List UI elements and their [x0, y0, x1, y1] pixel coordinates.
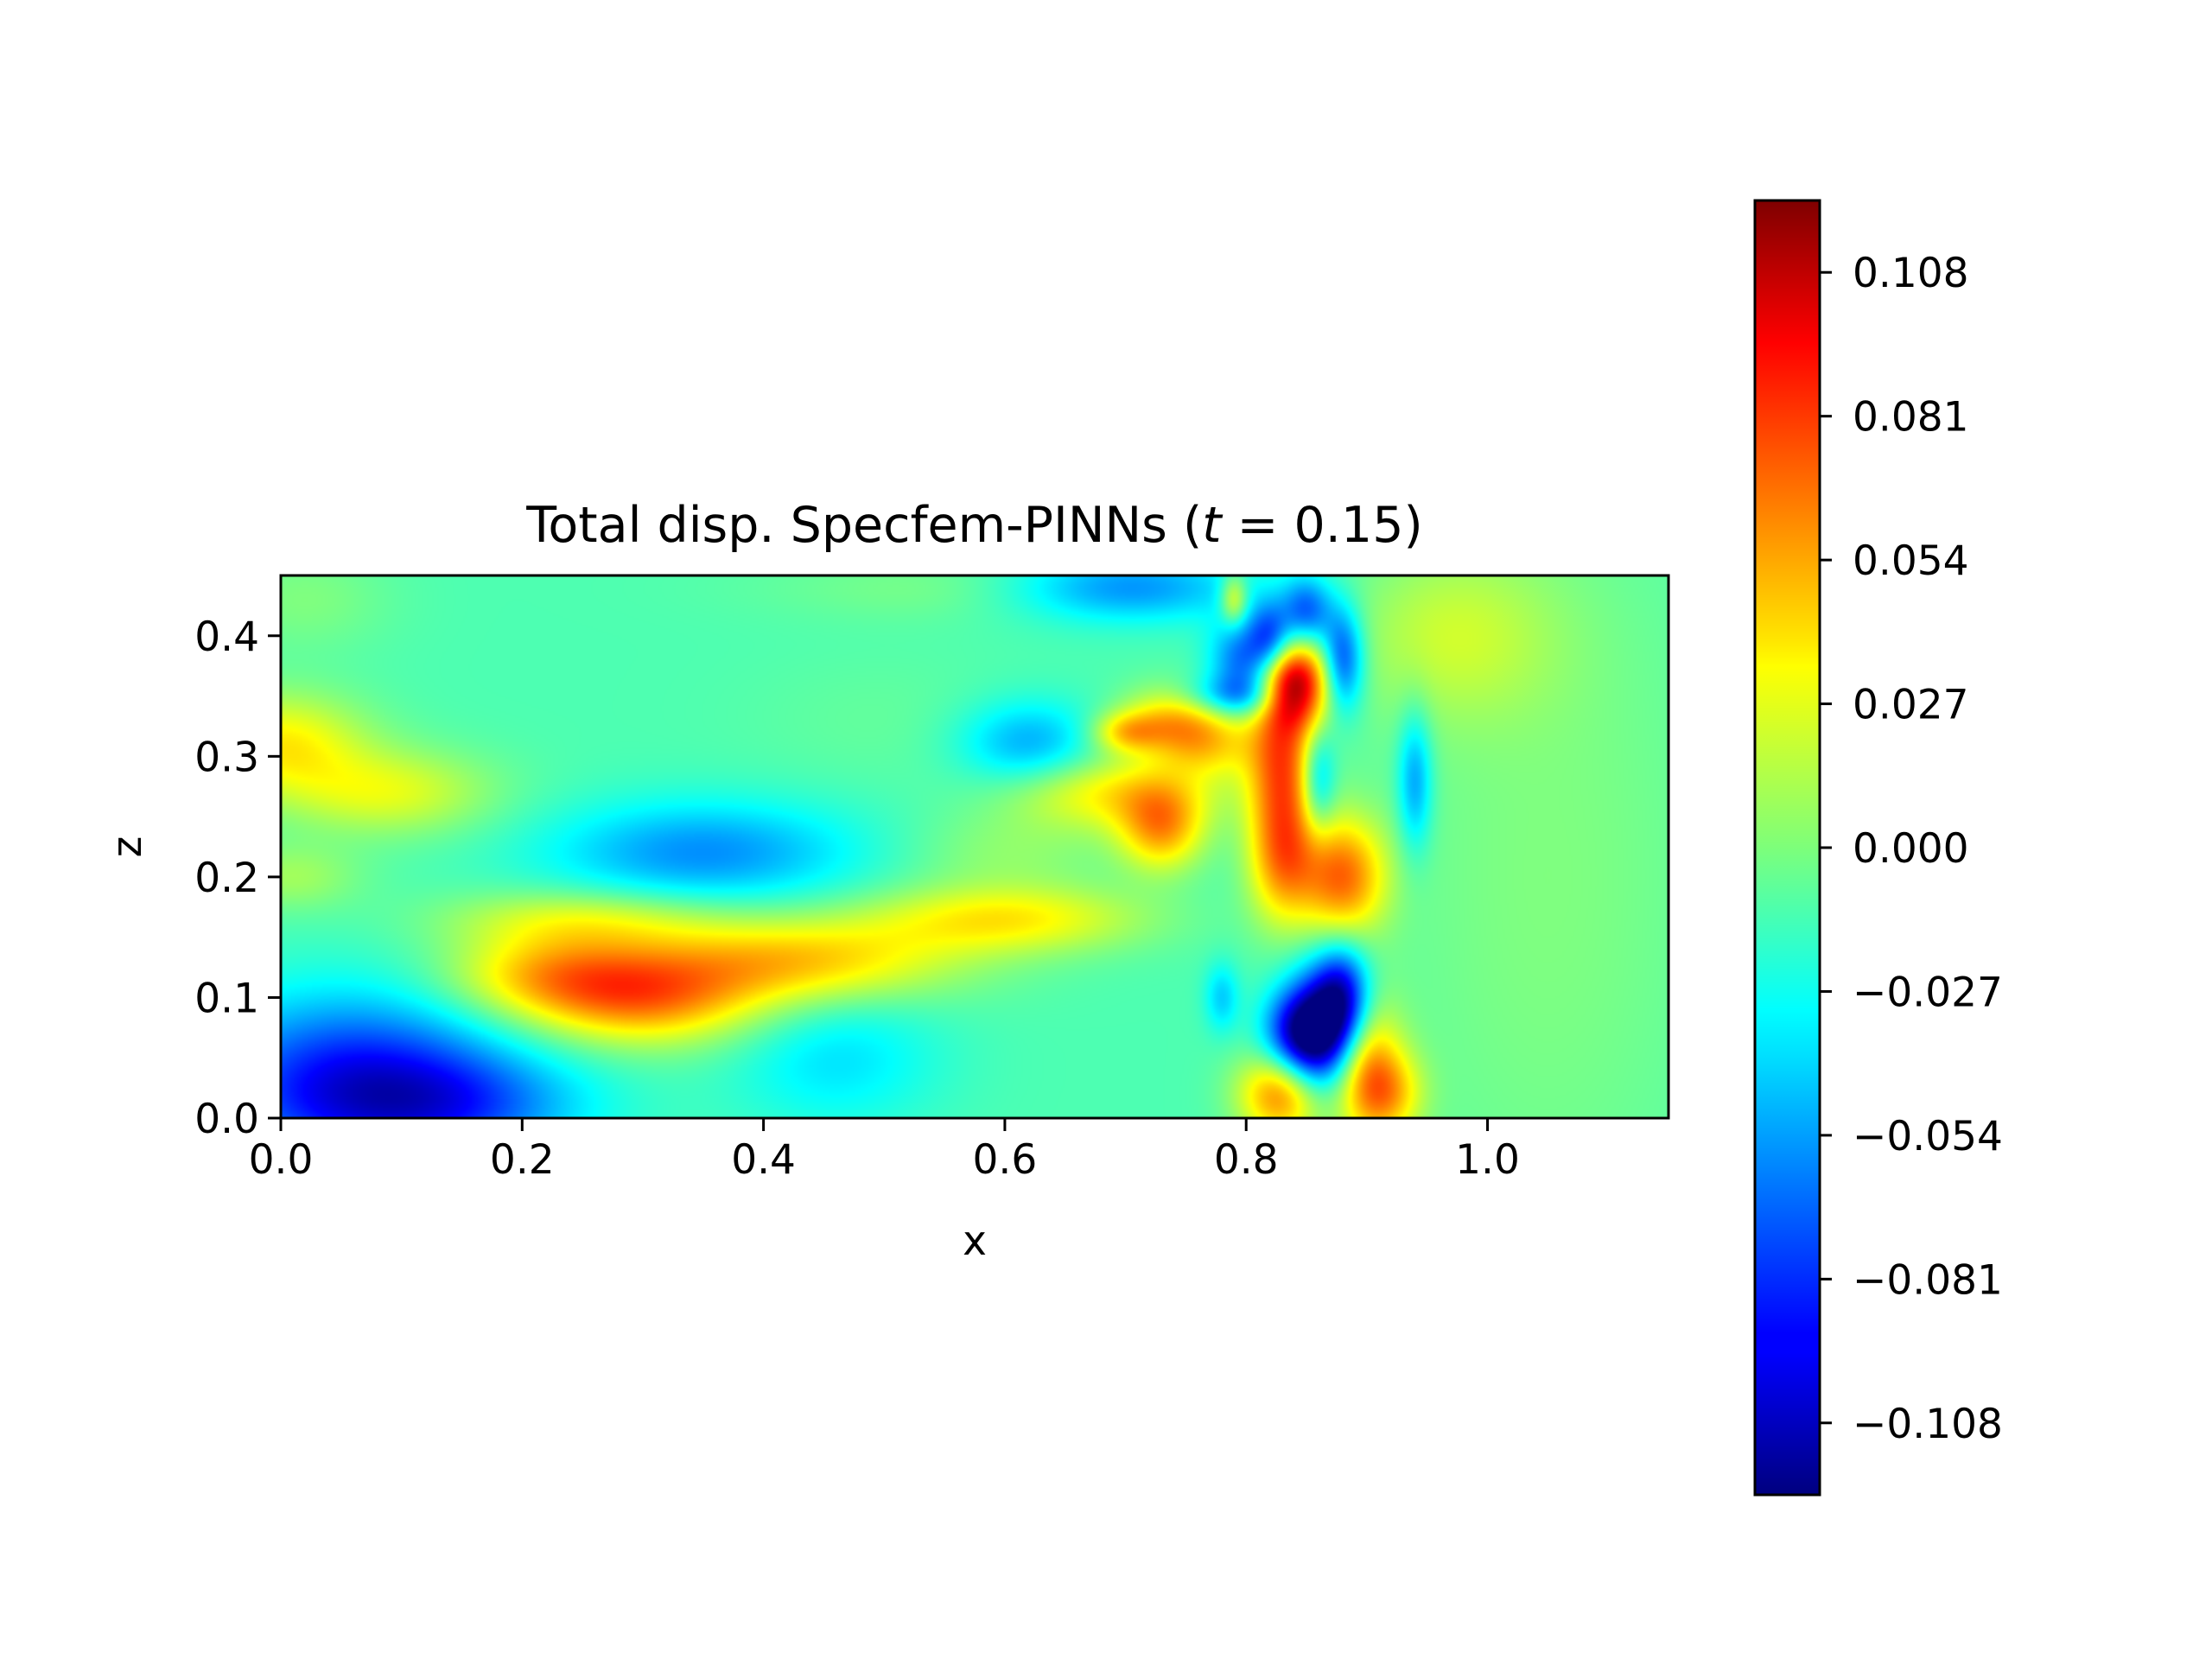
- y-tick-label: 0.0: [194, 1096, 259, 1143]
- colorbar-tick-label: 0.027: [1853, 682, 1969, 729]
- colorbar-tick-label: −0.108: [1853, 1401, 2003, 1448]
- x-tick-label: 0.6: [973, 1136, 1038, 1184]
- x-tick-label: 0.4: [731, 1136, 796, 1184]
- x-axis-label: x: [963, 1217, 987, 1265]
- x-tick-label: 0.2: [490, 1136, 555, 1184]
- colorbar-ticks: 0.108 0.081 0.054 0.027 0.000 −0.027 −0.054 −0.…: [1820, 250, 2003, 1448]
- colorbar-tick-label: 0.054: [1853, 537, 1969, 585]
- y-tick-label: 0.3: [194, 734, 259, 781]
- colorbar-tick-label: 0.000: [1853, 825, 1969, 873]
- y-tick-label: 0.2: [194, 855, 259, 902]
- colorbar-tick-label: −0.027: [1853, 969, 2003, 1016]
- x-tick-label: 1.0: [1455, 1136, 1520, 1184]
- chart-title: Total disp. Specfem-PINNs (t = 0.15): [525, 497, 1422, 554]
- title-variable: t: [1202, 497, 1224, 554]
- x-tick-label: 0.8: [1214, 1136, 1279, 1184]
- heatmap-image: [281, 575, 1669, 1118]
- colorbar-tick-label: 0.108: [1853, 250, 1969, 297]
- heatmap-plot-area: [281, 575, 1669, 1118]
- colorbar-tick-label: −0.081: [1853, 1256, 2003, 1304]
- y-tick-label: 0.4: [194, 613, 259, 661]
- x-axis-ticks: 0.0 0.2 0.4 0.6 0.8 1.0: [249, 1118, 1520, 1184]
- colorbar-tick-label: 0.081: [1853, 394, 1969, 442]
- plot-frame: [279, 574, 1670, 1120]
- title-main: Total disp. Specfem-PINNs (: [525, 497, 1202, 554]
- y-tick-label: 0.1: [194, 975, 259, 1022]
- colorbar-gradient: [1755, 200, 1820, 1495]
- x-tick-label: 0.0: [249, 1136, 314, 1184]
- y-axis-label: z: [104, 836, 151, 858]
- title-equation: = 0.15): [1222, 497, 1423, 554]
- y-axis-ticks: 0.0 0.1 0.2 0.3 0.4: [194, 613, 281, 1143]
- colorbar-tick-label: −0.054: [1853, 1113, 2003, 1160]
